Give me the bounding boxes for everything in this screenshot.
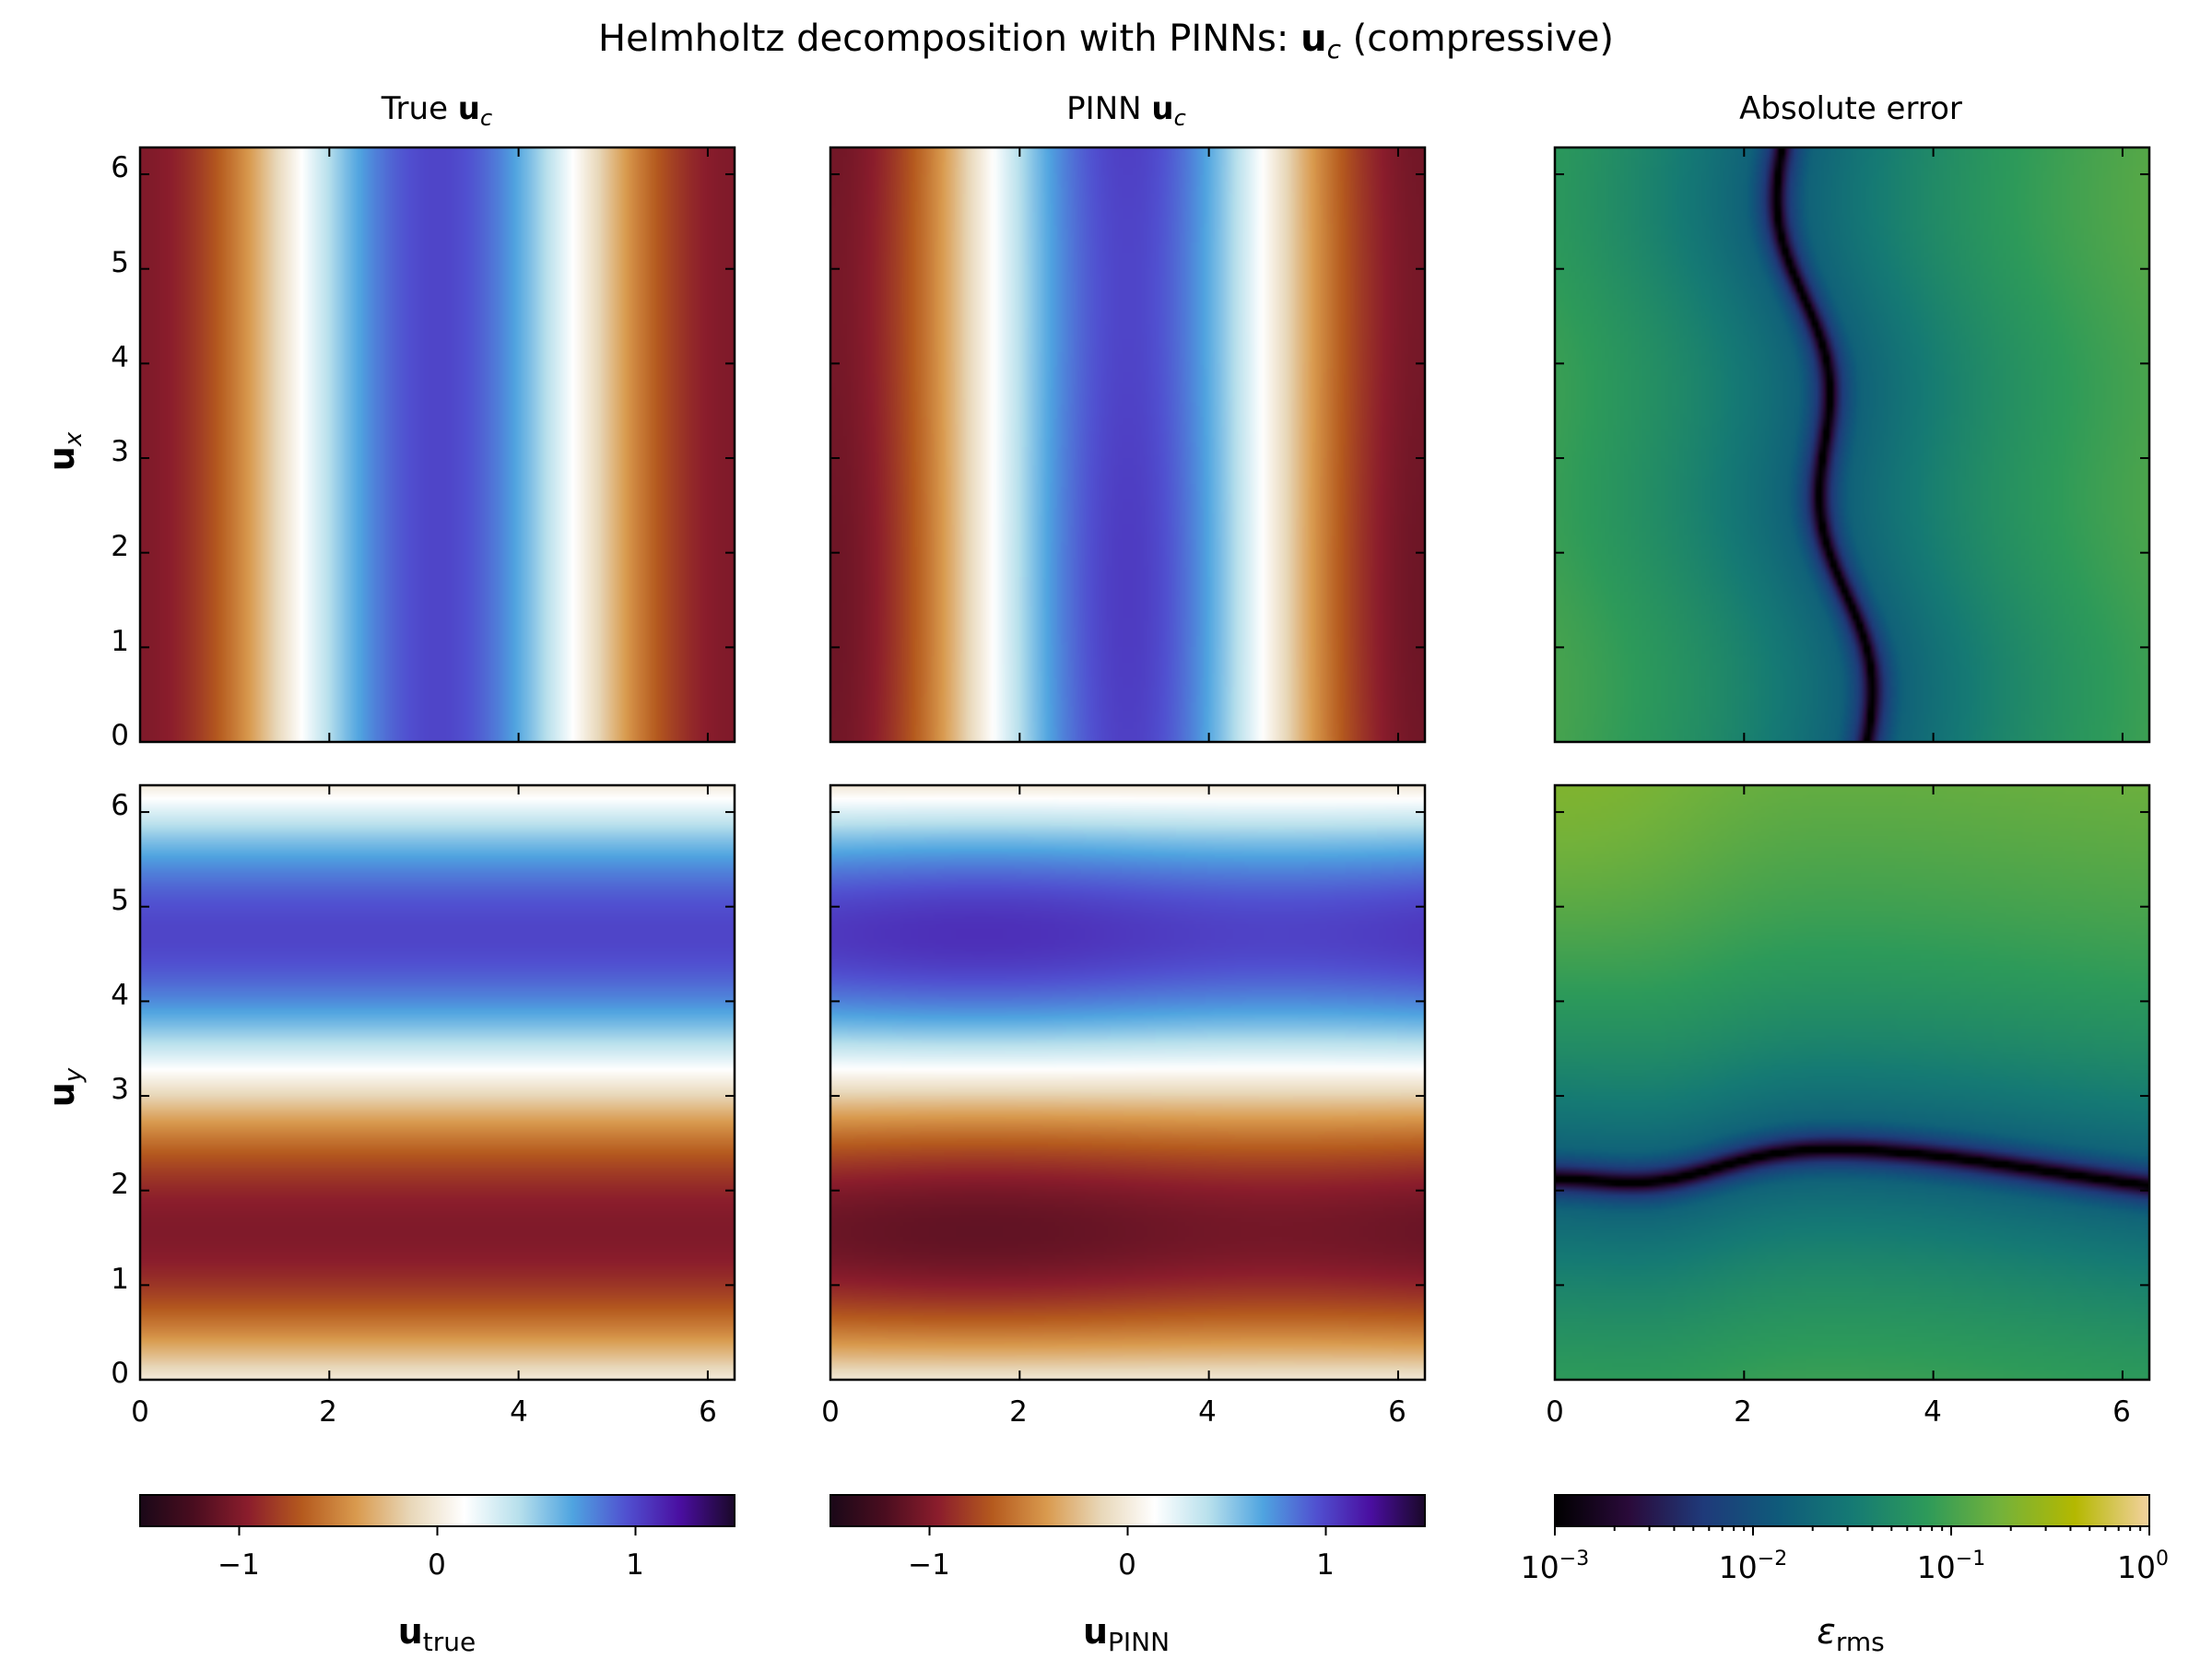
x-tick-label-col2: 4	[1198, 1395, 1217, 1429]
y-tick-label-top: 3	[111, 435, 129, 468]
colorbar-error-tick-label: 100	[2117, 1547, 2169, 1585]
y-tick-label-bottom: 0	[111, 1357, 129, 1390]
x-tick-label-col3: 0	[1546, 1395, 1564, 1429]
heatmap-image	[140, 147, 735, 742]
panel-frame	[829, 146, 1427, 744]
colorbar-true-tick-label: 1	[626, 1548, 644, 1582]
colorbar-pinn-tick-label: 0	[1118, 1548, 1136, 1582]
heatmap-image	[830, 147, 1425, 742]
y-tick-label-bottom: 6	[111, 789, 129, 822]
panel-true-ux	[138, 146, 736, 744]
x-tick-label-col1: 2	[319, 1395, 337, 1429]
colorbar-error-tick-label: 10−2	[1719, 1547, 1787, 1585]
panel-frame	[829, 783, 1427, 1382]
y-tick-label-bottom: 1	[111, 1263, 129, 1296]
colorbar-true	[139, 1494, 735, 1527]
colorbar-pinn	[830, 1494, 1426, 1527]
heatmap-image	[830, 785, 1425, 1380]
x-tick-label-col1: 4	[510, 1395, 528, 1429]
y-tick-label-top: 0	[111, 719, 129, 752]
column-title-pinn: PINN uc	[1066, 90, 1186, 131]
colorbar-error-label: εrms	[1817, 1611, 1884, 1657]
y-tick-label-bottom: 3	[111, 1073, 129, 1106]
panel-error-ux	[1553, 146, 2151, 744]
colorbar-pinn-label: uPINN	[1083, 1611, 1170, 1657]
colorbar-error-tick-label: 10−3	[1521, 1547, 1589, 1585]
x-tick-label-col2: 2	[1009, 1395, 1028, 1429]
colorbar-true-tick-label: 0	[428, 1548, 446, 1582]
figure-title: Helmholtz decomposition with PINNs: uc (…	[598, 18, 1614, 65]
heatmap-image	[140, 785, 735, 1380]
x-tick-label-col2: 6	[1388, 1395, 1406, 1429]
y-tick-label-bottom: 4	[111, 979, 129, 1012]
colorbar-true-label: utrue	[398, 1611, 477, 1657]
x-tick-label-col3: 2	[1734, 1395, 1752, 1429]
panel-frame	[1553, 146, 2151, 744]
row-label-uy: uy	[41, 1067, 88, 1107]
colorbar-pinn-tick-label: −1	[908, 1548, 950, 1582]
panel-frame	[1553, 783, 2151, 1382]
column-title-true: True uc	[381, 90, 492, 131]
x-tick-label-col3: 4	[1924, 1395, 1942, 1429]
panel-frame	[138, 783, 736, 1382]
panel-pinn-uy	[829, 783, 1427, 1382]
y-tick-label-top: 2	[111, 530, 129, 563]
y-tick-label-bottom: 5	[111, 884, 129, 917]
panel-pinn-ux	[829, 146, 1427, 744]
colorbar-error-tick-label: 10−1	[1917, 1547, 1985, 1585]
colorbar-true-tick-label: −1	[218, 1548, 260, 1582]
column-title-error: Absolute error	[1739, 90, 1962, 127]
x-tick-label-col1: 0	[131, 1395, 149, 1429]
colorbar-pinn-tick-label: 1	[1316, 1548, 1335, 1582]
y-tick-label-top: 6	[111, 151, 129, 184]
x-tick-label-col1: 6	[699, 1395, 717, 1429]
colorbar-error	[1554, 1494, 2150, 1527]
y-tick-label-top: 1	[111, 625, 129, 658]
heatmap-image	[1555, 785, 2149, 1380]
y-tick-label-top: 5	[111, 246, 129, 279]
heatmap-image	[1555, 147, 2149, 742]
panel-true-uy	[138, 783, 736, 1382]
panel-error-uy	[1553, 783, 2151, 1382]
row-label-ux: ux	[41, 431, 88, 471]
y-tick-label-top: 4	[111, 341, 129, 374]
panel-frame	[138, 146, 736, 744]
x-tick-label-col3: 6	[2112, 1395, 2131, 1429]
x-tick-label-col2: 0	[821, 1395, 840, 1429]
y-tick-label-bottom: 2	[111, 1168, 129, 1201]
